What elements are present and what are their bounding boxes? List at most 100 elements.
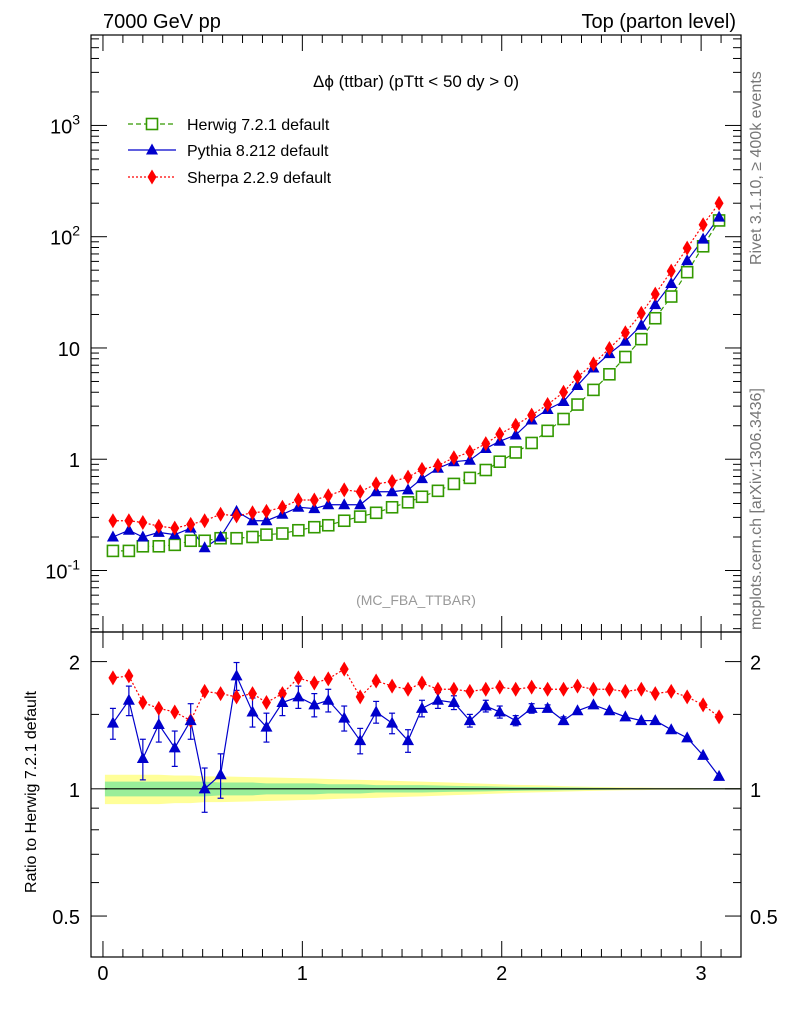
y-tick-label: 10 xyxy=(58,339,80,361)
sherpa-ratio-point xyxy=(339,661,349,677)
sherpa-point xyxy=(495,426,505,442)
ratio-series xyxy=(106,661,726,813)
pythia-point xyxy=(415,472,428,484)
pythia-ratio-point xyxy=(122,693,135,705)
y-tick-label: 1 xyxy=(69,450,80,472)
herwig-point xyxy=(541,424,554,438)
herwig-point xyxy=(587,383,600,397)
sherpa-point xyxy=(154,518,164,534)
x-tick-label: 1 xyxy=(297,963,308,985)
y-tick-label: 103 xyxy=(50,111,80,138)
herwig-point xyxy=(648,311,662,325)
sherpa-ratio-point xyxy=(465,683,475,699)
pythia-point xyxy=(713,210,726,222)
sherpa-point xyxy=(403,469,413,485)
pythia-ratio-point xyxy=(697,748,710,760)
pythia-ratio-point xyxy=(635,714,648,726)
sherpa-ratio-point xyxy=(323,671,333,687)
herwig-point xyxy=(184,534,197,548)
sherpa-ratio-point xyxy=(108,670,118,686)
sherpa-point xyxy=(200,513,210,529)
pythia-ratio-point xyxy=(198,782,211,794)
sherpa-point xyxy=(666,263,676,279)
sherpa-ratio-point xyxy=(527,679,537,695)
herwig-point xyxy=(321,518,335,532)
sherpa-point xyxy=(417,461,427,477)
sherpa-ratio-point xyxy=(248,686,258,702)
rivet-label: Rivet 3.1.10, ≥ 400k events xyxy=(748,71,765,265)
mcplots-label: mcplots.cern.ch [arXiv:1306.3436] xyxy=(748,388,765,630)
pythia-point xyxy=(260,514,273,526)
herwig-point xyxy=(664,290,678,303)
pythia-ratio-point xyxy=(587,698,600,710)
pythia-point xyxy=(402,483,415,495)
sherpa-ratio-point xyxy=(124,668,134,684)
pythia-point xyxy=(198,541,211,553)
pythia-ratio-point xyxy=(106,716,119,728)
sherpa-point xyxy=(371,476,381,492)
sherpa-point xyxy=(293,492,303,508)
herwig-point xyxy=(122,544,136,558)
pythia-point xyxy=(665,276,678,288)
pythia-ratio-point xyxy=(541,701,554,713)
sherpa-ratio-point xyxy=(714,709,724,725)
legend-marker-herwig xyxy=(145,117,159,131)
sherpa-ratio-point xyxy=(495,679,505,695)
sherpa-point xyxy=(108,513,118,529)
sherpa-point xyxy=(248,505,258,521)
sherpa-ratio-point xyxy=(216,686,226,702)
y-tick-label: 102 xyxy=(50,223,80,250)
pythia-ratio-point xyxy=(479,699,492,711)
sherpa-point xyxy=(277,499,287,515)
herwig-point xyxy=(276,527,289,540)
sherpa-ratio-point xyxy=(511,681,521,697)
pythia-ratio-point xyxy=(603,704,616,716)
sherpa-point xyxy=(170,520,180,536)
sherpa-ratio-point xyxy=(620,683,630,699)
sherpa-ratio-point xyxy=(138,695,148,711)
pythia-point xyxy=(386,485,399,497)
pythia-ratio-point xyxy=(354,734,367,746)
ratio-ylabel: Ratio to Herwig 7.2.1 default xyxy=(23,691,40,893)
pythia-point xyxy=(214,530,227,542)
ratio-panel: Ratio to Herwig 7.2.1 default 0.5 0.5 1 1 2 2… xyxy=(23,631,778,985)
ratio-axis-ticks: 0.5 0.5 1 1 2 2 0 1 2 3 xyxy=(52,632,778,985)
sherpa-ratio-point xyxy=(417,675,427,691)
pythia-point xyxy=(122,523,135,535)
pythia-ratio-point xyxy=(292,690,305,702)
herwig-point xyxy=(230,531,243,545)
legend-label-sherpa: Sherpa 2.2.9 default xyxy=(187,170,332,187)
ratio-y-tick-label-right: 2 xyxy=(750,653,761,675)
sherpa-line xyxy=(112,202,720,529)
sherpa-point xyxy=(559,384,569,400)
sherpa-ratio-point xyxy=(261,695,271,711)
sherpa-point xyxy=(636,305,646,321)
sherpa-ratio-point xyxy=(433,681,443,697)
sherpa-point xyxy=(481,436,491,452)
pythia-ratio-point xyxy=(386,716,399,728)
sherpa-ratio-point xyxy=(698,697,708,713)
sherpa-ratio-point xyxy=(371,673,381,689)
herwig-point xyxy=(401,496,415,509)
sherpa-point xyxy=(216,506,226,522)
herwig-point xyxy=(493,455,507,469)
sherpa-point xyxy=(433,457,443,473)
x-tick-label: 0 xyxy=(97,963,108,985)
sherpa-ratio-point xyxy=(232,689,242,705)
pythia-ratio-point xyxy=(713,769,726,781)
main-panel: Δϕ (ttbar) (pTtt < 50 dy > 0) (MC_FBA_TT… xyxy=(45,34,742,633)
legend-marker-sherpa xyxy=(147,169,157,185)
sherpa-ratio-point xyxy=(573,678,583,694)
pythia-point xyxy=(571,378,584,390)
pythia-ratio-point xyxy=(230,669,243,681)
pythia-point xyxy=(509,428,522,440)
sherpa-point xyxy=(604,340,614,356)
ratio-band xyxy=(104,774,742,805)
herwig-point xyxy=(246,530,259,544)
herwig-point xyxy=(431,484,445,498)
sherpa-ratio-point xyxy=(682,689,692,705)
main-series xyxy=(106,195,726,558)
herwig-point xyxy=(603,367,616,381)
sherpa-point xyxy=(465,444,475,460)
pythia-ratio-point xyxy=(463,714,476,726)
